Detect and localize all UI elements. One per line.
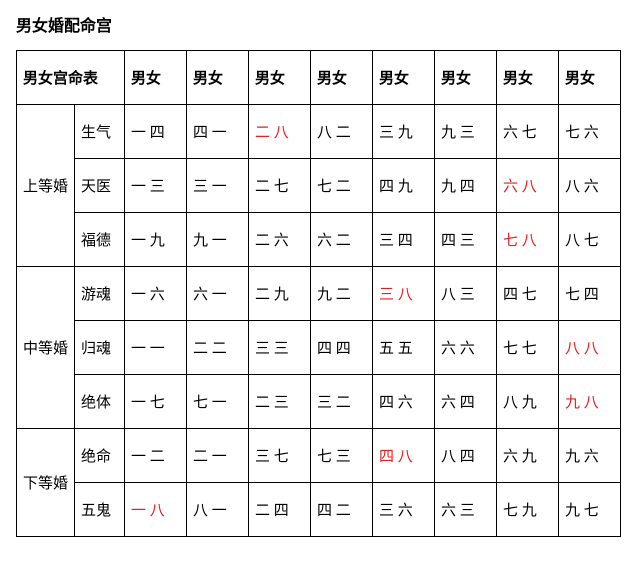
data-cell: 三 七 [249,429,311,483]
data-cell: 三 九 [373,105,435,159]
data-cell: 四 二 [311,483,373,537]
group-label: 下等婚 [17,429,75,537]
table-row: 福德一 九九 一二 六六 二三 四四 三七 八八 七 [17,213,621,267]
data-cell: 九 二 [311,267,373,321]
data-cell: 一 九 [125,213,187,267]
table-row: 上等婚生气一 四四 一二 八八 二三 九九 三六 七七 六 [17,105,621,159]
table-row: 中等婚游魂一 六六 一二 九九 二三 八八 三四 七七 四 [17,267,621,321]
data-cell: 四 三 [435,213,497,267]
table-row: 绝体一 七七 一二 三三 二四 六六 四八 九九 八 [17,375,621,429]
row-label: 福德 [75,213,125,267]
row-label: 生气 [75,105,125,159]
data-cell: 四 七 [497,267,559,321]
data-cell: 三 六 [373,483,435,537]
data-cell: 六 六 [435,321,497,375]
data-cell: 九 一 [187,213,249,267]
data-cell: 四 八 [373,429,435,483]
data-cell: 一 八 [125,483,187,537]
group-label: 上等婚 [17,105,75,267]
data-cell: 七 四 [559,267,621,321]
data-cell: 一 一 [125,321,187,375]
data-cell: 九 四 [435,159,497,213]
table-body: 上等婚生气一 四四 一二 八八 二三 九九 三六 七七 六天医一 三三 一二 七… [17,105,621,537]
data-cell: 七 二 [311,159,373,213]
data-cell: 六 八 [497,159,559,213]
header-col: 男女 [373,51,435,105]
header-col: 男女 [435,51,497,105]
data-cell: 八 六 [559,159,621,213]
data-cell: 四 九 [373,159,435,213]
row-label: 天医 [75,159,125,213]
data-cell: 九 六 [559,429,621,483]
data-cell: 六 七 [497,105,559,159]
header-col: 男女 [497,51,559,105]
data-cell: 三 八 [373,267,435,321]
data-cell: 二 三 [249,375,311,429]
data-cell: 二 九 [249,267,311,321]
data-cell: 七 八 [497,213,559,267]
row-label: 绝命 [75,429,125,483]
data-cell: 二 八 [249,105,311,159]
data-cell: 一 七 [125,375,187,429]
data-cell: 二 一 [187,429,249,483]
data-cell: 一 三 [125,159,187,213]
data-cell: 七 六 [559,105,621,159]
data-cell: 八 三 [435,267,497,321]
table-row: 天医一 三三 一二 七七 二四 九九 四六 八八 六 [17,159,621,213]
data-cell: 一 二 [125,429,187,483]
data-cell: 八 七 [559,213,621,267]
header-col: 男女 [187,51,249,105]
data-cell: 八 一 [187,483,249,537]
row-label: 归魂 [75,321,125,375]
data-cell: 九 七 [559,483,621,537]
row-label: 五鬼 [75,483,125,537]
data-cell: 八 四 [435,429,497,483]
data-cell: 八 二 [311,105,373,159]
page-title: 男女婚配命宫 [16,12,624,36]
row-label: 绝体 [75,375,125,429]
row-label: 游魂 [75,267,125,321]
data-cell: 二 四 [249,483,311,537]
data-cell: 二 七 [249,159,311,213]
data-cell: 七 三 [311,429,373,483]
data-cell: 九 三 [435,105,497,159]
header-rowlabel: 男女宫命表 [17,51,125,105]
data-cell: 九 八 [559,375,621,429]
data-cell: 三 一 [187,159,249,213]
data-cell: 四 六 [373,375,435,429]
data-cell: 八 九 [497,375,559,429]
data-cell: 六 三 [435,483,497,537]
data-cell: 六 二 [311,213,373,267]
header-col: 男女 [559,51,621,105]
palace-table: 男女宫命表 男女 男女 男女 男女 男女 男女 男女 男女 上等婚生气一 四四 … [16,50,621,537]
data-cell: 二 二 [187,321,249,375]
table-row: 下等婚绝命一 二二 一三 七七 三四 八八 四六 九九 六 [17,429,621,483]
header-col: 男女 [125,51,187,105]
data-cell: 三 三 [249,321,311,375]
data-cell: 七 一 [187,375,249,429]
data-cell: 四 一 [187,105,249,159]
data-cell: 三 二 [311,375,373,429]
data-cell: 一 六 [125,267,187,321]
header-col: 男女 [311,51,373,105]
data-cell: 二 六 [249,213,311,267]
data-cell: 一 四 [125,105,187,159]
group-label: 中等婚 [17,267,75,429]
data-cell: 六 四 [435,375,497,429]
data-cell: 六 一 [187,267,249,321]
data-cell: 八 八 [559,321,621,375]
table-row: 归魂一 一二 二三 三四 四五 五六 六七 七八 八 [17,321,621,375]
data-cell: 七 七 [497,321,559,375]
data-cell: 四 四 [311,321,373,375]
header-row: 男女宫命表 男女 男女 男女 男女 男女 男女 男女 男女 [17,51,621,105]
table-row: 五鬼一 八八 一二 四四 二三 六六 三七 九九 七 [17,483,621,537]
data-cell: 七 九 [497,483,559,537]
data-cell: 五 五 [373,321,435,375]
header-col: 男女 [249,51,311,105]
table-head: 男女宫命表 男女 男女 男女 男女 男女 男女 男女 男女 [17,51,621,105]
data-cell: 六 九 [497,429,559,483]
data-cell: 三 四 [373,213,435,267]
